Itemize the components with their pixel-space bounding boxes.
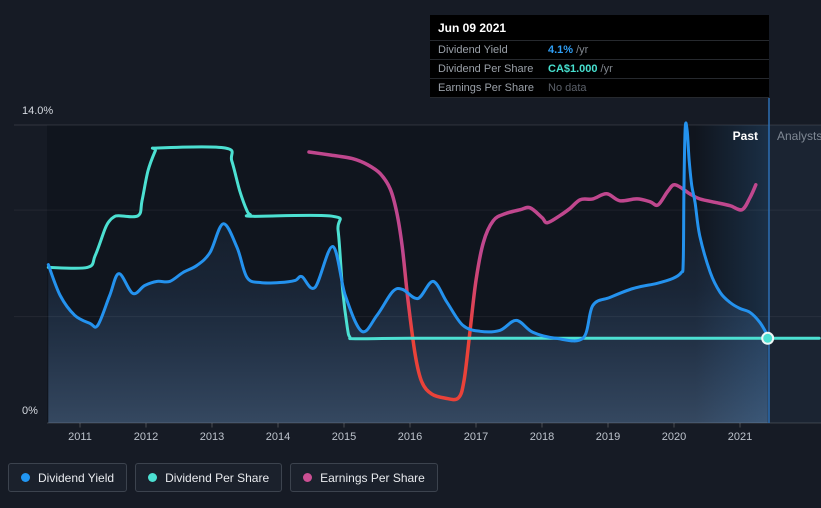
tooltip-row-dividend-yield: Dividend Yield 4.1% /yr [430, 40, 769, 59]
y-axis-max-label: 14.0% [22, 105, 54, 117]
analysts-region-label: Analysts [777, 129, 821, 143]
dividend-per-share-line [46, 145, 821, 341]
legend-item-dividend-per-share[interactable]: Dividend Per Share [135, 463, 283, 492]
past-region-label: Past [732, 129, 758, 143]
x-tick-2011: 2011 [68, 431, 92, 443]
tooltip-label: Dividend Per Share [438, 63, 534, 75]
tooltip-row-earnings-per-share: Earnings Per Share No data [430, 78, 769, 98]
x-tick-2020: 2020 [661, 431, 687, 443]
x-tick-2021: 2021 [727, 431, 753, 443]
legend-label: Dividend Per Share [165, 470, 270, 485]
tooltip-row-dividend-per-share: Dividend Per Share CA$1.000 /yr [430, 59, 769, 78]
dividend-yield-dot-icon [21, 473, 30, 482]
axis-ticks [79, 423, 741, 428]
x-tick-2015: 2015 [331, 431, 357, 443]
tooltip-label: Earnings Per Share [438, 82, 534, 94]
tooltip-suffix: /yr [600, 63, 613, 75]
dividend-yield-line [46, 121, 770, 343]
x-tick-2017: 2017 [463, 431, 489, 443]
tooltip-suffix: /yr [576, 44, 589, 56]
x-tick-2016: 2016 [397, 431, 423, 443]
chart-legend: Dividend Yield Dividend Per Share Earnin… [8, 463, 438, 492]
tooltip-label: Dividend Yield [438, 44, 508, 56]
y-axis-min-label: 0% [22, 405, 38, 417]
x-tick-2012: 2012 [133, 431, 159, 443]
tooltip-value: CA$1.000 [548, 63, 598, 75]
x-tick-2018: 2018 [529, 431, 555, 443]
tooltip-value: No data [548, 82, 587, 94]
x-tick-2013: 2013 [199, 431, 225, 443]
legend-label: Dividend Yield [38, 470, 115, 485]
legend-item-earnings-per-share[interactable]: Earnings Per Share [290, 463, 438, 492]
chart-tooltip: Jun 09 2021 Dividend Yield 4.1% /yr Divi… [430, 15, 769, 98]
earnings-per-share-line [307, 150, 758, 402]
dividend-per-share-dot-icon [148, 473, 158, 482]
x-tick-2014: 2014 [265, 431, 291, 443]
legend-item-dividend-yield[interactable]: Dividend Yield [8, 463, 128, 492]
current-value-marker[interactable] [761, 331, 775, 345]
earnings-per-share-dot-icon [303, 473, 313, 482]
x-tick-2019: 2019 [595, 431, 621, 443]
legend-label: Earnings Per Share [320, 470, 425, 485]
tooltip-value: 4.1% [548, 44, 574, 56]
dividend-yield-area-fill [48, 122, 768, 424]
analyst-forecast-region [769, 125, 821, 423]
tooltip-date: Jun 09 2021 [438, 21, 507, 35]
